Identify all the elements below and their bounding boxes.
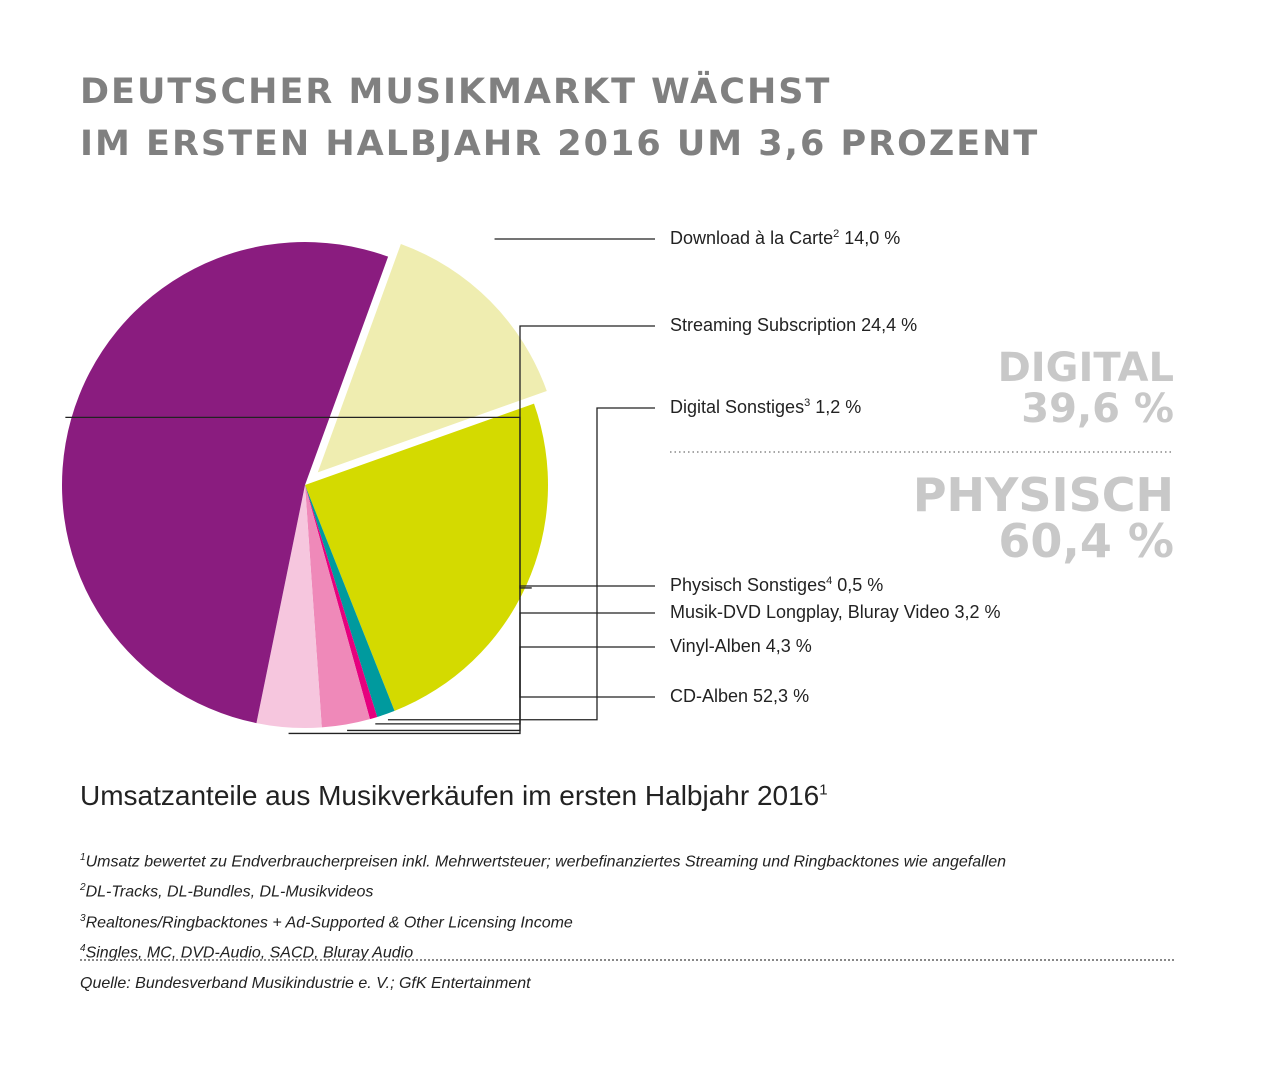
slice-label-name: Vinyl-Alben	[670, 636, 761, 656]
source-note: Quelle: Bundesverband Musikindustrie e. …	[80, 975, 531, 992]
chart-subtitle: Umsatzanteile aus Musikverkäufen im erst…	[80, 780, 828, 812]
slice-label-1: Download à la Carte2 14,0 %	[670, 228, 900, 248]
slice-label-footnote: 3	[804, 397, 810, 409]
slice-label-name: Streaming Subscription	[670, 315, 856, 335]
pie-slice-2	[305, 403, 548, 711]
slice-label-footnote: 2	[833, 228, 839, 240]
slice-label-6: Vinyl-Alben 4,3 %	[670, 636, 812, 656]
slice-label-value: 4,3 %	[761, 636, 812, 656]
chart-title: DEUTSCHER MUSIKMARKT WÄCHST IM ERSTEN HA…	[80, 66, 1039, 170]
pie-slice-3	[305, 485, 395, 718]
subtitle-footnote-mark: 1	[819, 781, 828, 799]
title-line-2: IM ERSTEN HALBJAHR 2016 UM 3,6 PROZENT	[80, 124, 1040, 164]
footnote-mark: 4	[80, 942, 86, 954]
footnote-text: DL-Tracks, DL-Bundles, DL-Musikvideos	[85, 883, 374, 901]
slice-label-value: 1,2 %	[810, 397, 861, 417]
slice-label-value: 3,2 %	[949, 602, 1000, 622]
slice-label-value: 0,5 %	[832, 575, 883, 595]
slice-labels: Download à la Carte2 14,0 % Streaming Sub…	[670, 228, 1001, 706]
pie-slice-6	[256, 485, 322, 729]
pie-slices	[61, 241, 548, 729]
footnote-mark: 3	[80, 912, 86, 924]
pie-chart: Download à la Carte2 14,0 % Streaming Sub…	[61, 228, 1174, 735]
leader-line-3	[387, 407, 655, 721]
footnote-mark: 1	[80, 852, 86, 863]
slice-label-4: Physisch Sonstiges4 0,5 %	[670, 575, 883, 595]
slice-label-value: 14,0 %	[839, 228, 900, 248]
footnote-1: 1Umsatz bewertet zu Endverbraucherpreise…	[80, 845, 1006, 875]
slice-label-2: Streaming Subscription 24,4 %	[670, 315, 917, 335]
slice-label-value: 24,4 %	[856, 315, 917, 335]
slice-label-name: Digital Sonstiges	[670, 397, 804, 417]
title-line-1: DEUTSCHER MUSIKMARKT WÄCHST	[80, 72, 832, 112]
slice-label-7: CD-Alben 52,3 %	[670, 686, 809, 706]
footnote-2: 2DL-Tracks, DL-Bundles, DL-Musikvideos	[80, 875, 1006, 905]
slice-label-3: Digital Sonstiges3 1,2 %	[670, 397, 861, 417]
slice-label-name: Physisch Sonstiges	[670, 575, 826, 595]
group-digital-value: 39,6 %	[1021, 386, 1174, 432]
pie-slice-4	[305, 485, 378, 720]
subtitle-text: Umsatzanteile aus Musikverkäufen im erst…	[80, 780, 820, 811]
slice-label-name: Musik-DVD Longplay, Bluray Video	[670, 602, 949, 622]
footnote-text: Singles, MC, DVD-Audio, SACD, Bluray Aud…	[85, 944, 414, 962]
slice-label-footnote: 4	[826, 575, 832, 587]
group-digital-name: DIGITAL	[998, 345, 1174, 391]
footnote-4: 4Singles, MC, DVD-Audio, SACD, Bluray Au…	[80, 936, 1006, 966]
slice-label-value: 52,3 %	[748, 686, 809, 706]
pie-slice-1	[317, 243, 547, 473]
footnotes: 1Umsatz bewertet zu Endverbraucherpreise…	[80, 845, 1006, 966]
pie-slice-7	[61, 241, 389, 724]
slice-label-name: CD-Alben	[670, 686, 748, 706]
group-physisch-name: PHYSISCH	[913, 468, 1174, 522]
slice-label-name: Download à la Carte	[670, 228, 833, 248]
leader-line-7	[65, 416, 655, 698]
leader-lines	[65, 238, 655, 735]
slice-label-5: Musik-DVD Longplay, Bluray Video 3,2 %	[670, 602, 1001, 622]
footnote-text: Realtones/Ringbacktones + Ad-Supported &…	[85, 913, 573, 931]
footnote-mark: 2	[80, 882, 86, 894]
footnote-3: 3Realtones/Ringbacktones + Ad-Supported …	[80, 906, 1006, 936]
source-divider	[80, 959, 1174, 961]
group-physisch-value: 60,4 %	[998, 514, 1174, 568]
pie-slice-5	[305, 485, 370, 728]
footnote-text: Umsatz bewertet zu Endverbraucherpreisen…	[85, 853, 1007, 871]
